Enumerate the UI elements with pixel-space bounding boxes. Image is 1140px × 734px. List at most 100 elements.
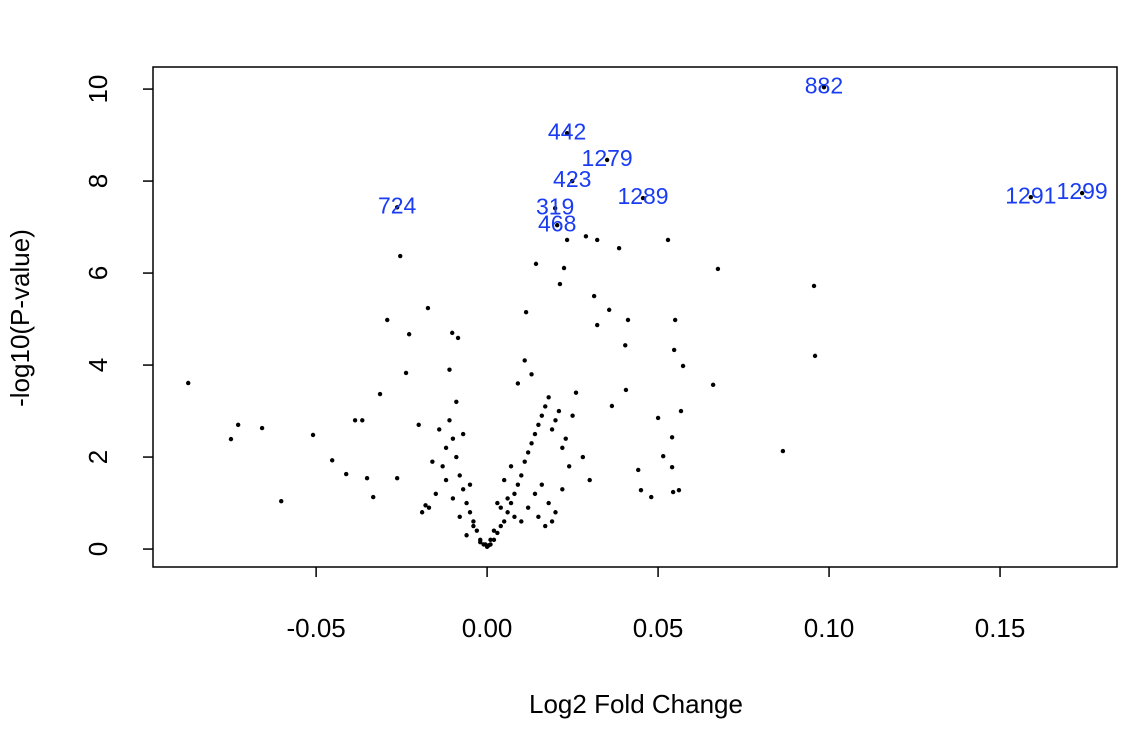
point	[447, 367, 452, 372]
point	[235, 422, 241, 428]
point-label: 724	[378, 192, 417, 218]
point-label: 1289	[617, 183, 668, 209]
point	[454, 399, 459, 405]
point	[563, 436, 568, 441]
y-axis-label: -log10(P-value)	[5, 229, 35, 407]
point	[625, 317, 631, 323]
point	[553, 510, 558, 515]
point	[549, 519, 555, 524]
point	[512, 514, 517, 520]
point	[495, 530, 500, 536]
point	[454, 454, 459, 460]
x-tick-label: 0.10	[804, 613, 855, 643]
point	[525, 505, 531, 510]
point	[529, 372, 534, 377]
point	[515, 381, 521, 386]
point	[671, 347, 677, 353]
point	[583, 234, 589, 239]
y-tick-label: 10	[83, 75, 113, 104]
point	[821, 85, 827, 90]
point	[186, 380, 191, 386]
point	[471, 523, 476, 529]
point	[450, 436, 456, 441]
point	[587, 477, 592, 483]
point	[812, 353, 818, 359]
point	[523, 309, 529, 315]
point	[676, 487, 682, 493]
point	[665, 237, 671, 243]
point	[423, 503, 428, 508]
point	[546, 395, 551, 400]
point	[416, 422, 421, 428]
point	[669, 435, 675, 440]
point	[398, 253, 403, 259]
point	[259, 425, 265, 431]
point	[467, 510, 473, 515]
y-tick-label: 2	[83, 450, 113, 464]
point	[533, 261, 539, 267]
point	[661, 453, 666, 459]
point	[715, 266, 721, 272]
point	[457, 473, 462, 478]
point	[561, 265, 567, 271]
y-tick-label: 0	[83, 542, 113, 556]
point	[556, 408, 562, 414]
point	[570, 413, 575, 418]
point	[532, 491, 538, 497]
point	[564, 237, 570, 243]
point	[508, 464, 514, 469]
point	[573, 390, 579, 395]
point	[443, 445, 449, 451]
point	[525, 450, 531, 455]
plot-frame	[152, 66, 1118, 568]
point	[591, 293, 597, 299]
point	[553, 418, 558, 423]
point-label: 882	[805, 72, 843, 98]
x-tick-label: 0.00	[462, 613, 513, 643]
point	[425, 305, 431, 311]
point	[385, 317, 390, 323]
point	[543, 404, 548, 409]
point	[623, 387, 629, 393]
point	[498, 505, 503, 510]
point	[680, 363, 686, 369]
point	[505, 496, 510, 501]
point	[501, 477, 507, 483]
point	[638, 487, 644, 493]
point	[566, 464, 572, 469]
point	[539, 413, 545, 418]
point	[447, 418, 452, 423]
point-label: 442	[548, 118, 586, 144]
point	[564, 131, 570, 136]
point-label: 1291	[1005, 182, 1056, 208]
point	[460, 487, 466, 492]
x-tick-label: 0.05	[633, 613, 684, 643]
point	[488, 537, 493, 543]
point	[495, 500, 500, 506]
point	[557, 281, 563, 287]
point	[360, 418, 365, 423]
point	[606, 307, 612, 313]
point	[555, 223, 560, 228]
point	[364, 476, 370, 481]
point	[501, 519, 507, 524]
point	[710, 382, 716, 388]
point	[464, 533, 469, 538]
point	[616, 246, 622, 251]
point	[460, 431, 466, 437]
point	[549, 427, 555, 432]
point	[595, 237, 600, 243]
point	[811, 283, 817, 289]
point	[543, 523, 548, 529]
point	[344, 471, 349, 477]
point	[780, 448, 786, 454]
point	[467, 482, 473, 487]
point	[560, 487, 565, 492]
point	[419, 510, 425, 515]
point	[430, 459, 435, 464]
point	[670, 489, 676, 495]
point	[455, 335, 461, 341]
point	[669, 464, 675, 470]
point-label: 423	[553, 166, 591, 192]
